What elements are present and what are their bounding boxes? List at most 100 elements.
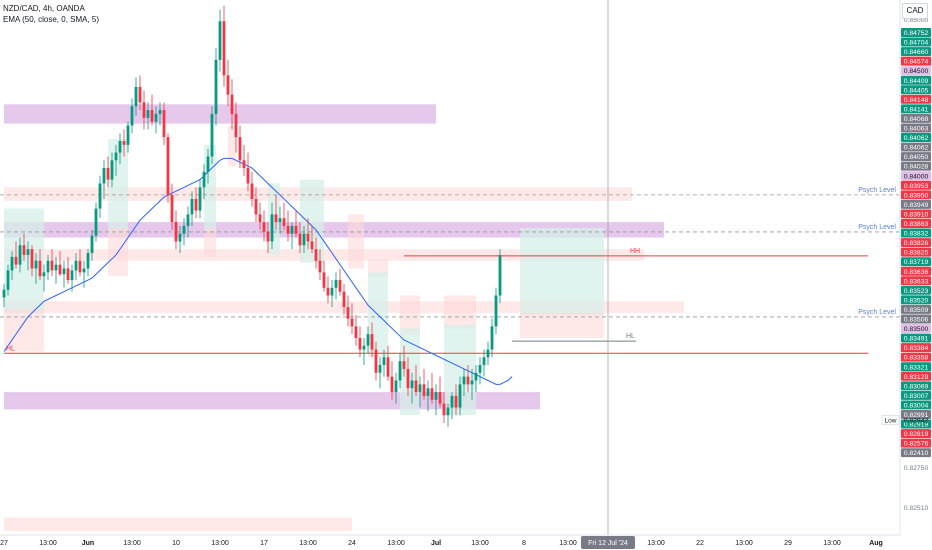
- candle-body[interactable]: [94, 208, 98, 236]
- candle-body[interactable]: [254, 198, 258, 215]
- candle-body[interactable]: [210, 113, 214, 157]
- candle-body[interactable]: [266, 231, 270, 242]
- candle-body[interactable]: [30, 249, 34, 269]
- candle-body[interactable]: [18, 245, 22, 265]
- candle-body[interactable]: [138, 86, 142, 103]
- candle-body[interactable]: [326, 287, 330, 296]
- candle-body[interactable]: [414, 380, 418, 393]
- candle-body[interactable]: [110, 160, 114, 180]
- candle-body[interactable]: [354, 326, 358, 338]
- candle-body[interactable]: [430, 388, 434, 400]
- candle-body[interactable]: [34, 260, 38, 269]
- candle-body[interactable]: [14, 256, 18, 265]
- candle-body[interactable]: [290, 225, 294, 234]
- candle-body[interactable]: [38, 260, 42, 277]
- candle-body[interactable]: [462, 376, 466, 385]
- candle-body[interactable]: [470, 380, 474, 385]
- candle-body[interactable]: [158, 110, 162, 114]
- candle-body[interactable]: [454, 395, 458, 408]
- candle-body[interactable]: [274, 214, 278, 223]
- candle-body[interactable]: [466, 376, 470, 385]
- candle-body[interactable]: [114, 152, 118, 161]
- candle-body[interactable]: [390, 376, 394, 393]
- candle-body[interactable]: [270, 214, 274, 242]
- candle-body[interactable]: [482, 357, 486, 366]
- candle-body[interactable]: [366, 334, 370, 346]
- candle-body[interactable]: [262, 222, 266, 232]
- candle-body[interactable]: [406, 368, 410, 389]
- candle-body[interactable]: [10, 256, 14, 271]
- candle-body[interactable]: [478, 365, 482, 373]
- candle-body[interactable]: [330, 287, 334, 296]
- candle-body[interactable]: [50, 260, 54, 271]
- candle-body[interactable]: [126, 125, 130, 145]
- candle-body[interactable]: [178, 233, 182, 242]
- candle-body[interactable]: [234, 113, 238, 138]
- candle-body[interactable]: [142, 102, 146, 118]
- candle-body[interactable]: [378, 365, 382, 373]
- candle-body[interactable]: [230, 94, 234, 114]
- candle-body[interactable]: [198, 187, 202, 211]
- candle-body[interactable]: [346, 307, 350, 319]
- candle-body[interactable]: [302, 233, 306, 246]
- candle-body[interactable]: [434, 392, 438, 400]
- candle-body[interactable]: [374, 349, 378, 373]
- candle-body[interactable]: [246, 168, 250, 184]
- candle-body[interactable]: [134, 86, 138, 107]
- candle-body[interactable]: [78, 260, 82, 273]
- candle-body[interactable]: [174, 222, 178, 242]
- candle-body[interactable]: [322, 272, 326, 288]
- candle-body[interactable]: [402, 361, 406, 369]
- candle-body[interactable]: [282, 218, 286, 226]
- candle-body[interactable]: [182, 225, 186, 234]
- candle-body[interactable]: [118, 140, 122, 153]
- candle-body[interactable]: [74, 260, 78, 271]
- candle-body[interactable]: [338, 280, 342, 292]
- candle-body[interactable]: [494, 295, 498, 327]
- candle-body[interactable]: [162, 110, 166, 138]
- candle-body[interactable]: [70, 270, 74, 281]
- candle-body[interactable]: [334, 280, 338, 288]
- candle-body[interactable]: [382, 357, 386, 366]
- candle-body[interactable]: [310, 241, 314, 250]
- candle-body[interactable]: [314, 249, 318, 261]
- candle-body[interactable]: [194, 198, 198, 211]
- candle-body[interactable]: [154, 113, 158, 122]
- candle-body[interactable]: [398, 361, 402, 381]
- candle-body[interactable]: [98, 183, 102, 209]
- candle-body[interactable]: [62, 268, 66, 275]
- candle-body[interactable]: [82, 268, 86, 273]
- candle-body[interactable]: [202, 171, 206, 188]
- candle-body[interactable]: [418, 384, 422, 393]
- candle-body[interactable]: [242, 160, 246, 169]
- candle-body[interactable]: [122, 140, 126, 145]
- candle-body[interactable]: [190, 198, 194, 215]
- candle-body[interactable]: [358, 337, 362, 350]
- candle-body[interactable]: [362, 345, 366, 350]
- candle-body[interactable]: [442, 403, 446, 416]
- candle-body[interactable]: [490, 326, 494, 350]
- candle-body[interactable]: [394, 380, 398, 393]
- candle-body[interactable]: [458, 384, 462, 408]
- candle-body[interactable]: [214, 59, 218, 114]
- candle-body[interactable]: [130, 106, 134, 126]
- candle-body[interactable]: [166, 137, 170, 196]
- candle-body[interactable]: [278, 218, 282, 223]
- candle-body[interactable]: [42, 272, 46, 277]
- candle-body[interactable]: [218, 21, 222, 60]
- candle-body[interactable]: [410, 380, 414, 389]
- candle-body[interactable]: [446, 407, 450, 416]
- candle-body[interactable]: [386, 357, 390, 377]
- candle-body[interactable]: [46, 260, 50, 273]
- candle-body[interactable]: [2, 289, 6, 298]
- candle-body[interactable]: [66, 268, 70, 281]
- candle-body[interactable]: [226, 75, 230, 95]
- candle-body[interactable]: [206, 156, 210, 172]
- candle-body[interactable]: [250, 183, 254, 199]
- candle-body[interactable]: [26, 249, 30, 255]
- candle-body[interactable]: [102, 168, 106, 184]
- candle-body[interactable]: [438, 392, 442, 404]
- candle-body[interactable]: [6, 270, 10, 290]
- candle-body[interactable]: [286, 225, 290, 234]
